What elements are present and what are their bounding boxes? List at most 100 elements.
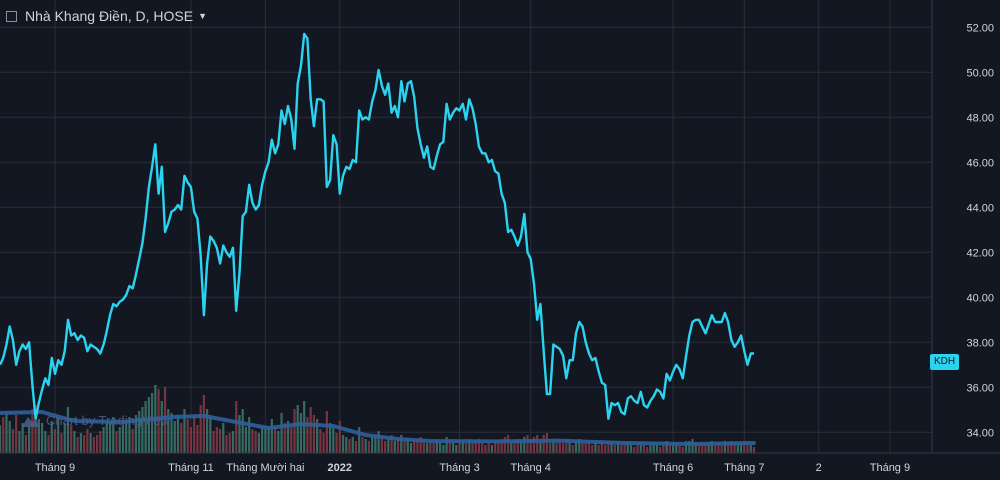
volume-bar: [283, 423, 286, 453]
volume-bar: [523, 437, 526, 453]
volume-bar: [160, 401, 163, 453]
x-tick-label: Tháng 9: [870, 462, 910, 474]
volume-bar: [451, 443, 455, 453]
volume-bar: [121, 425, 125, 453]
volume-bar: [649, 445, 652, 453]
volume-ma-line: [0, 410, 756, 446]
volume-bar: [704, 445, 707, 453]
volume-bar: [684, 441, 688, 453]
x-tick-label: Tháng 7: [724, 462, 764, 474]
volume-bar: [189, 427, 193, 453]
volume-bar: [455, 445, 458, 453]
volume-bar: [487, 443, 490, 453]
volume-bar: [387, 439, 390, 453]
volume-bar: [63, 423, 66, 453]
volume-bar: [89, 433, 92, 453]
tradingview-watermark: Chart by TradingView: [18, 413, 170, 428]
y-tick-label: 44.00: [966, 202, 994, 214]
volume-bar: [364, 439, 367, 453]
volume-bar: [380, 437, 383, 453]
volume-bar: [717, 443, 720, 453]
volume-bar: [206, 409, 209, 453]
volume-bar: [484, 445, 487, 453]
volume-bar: [47, 435, 50, 453]
volume-moving-average: [0, 410, 756, 446]
volume-bar: [170, 413, 173, 453]
volume-bar: [306, 417, 309, 453]
volume-bar: [652, 443, 655, 453]
x-tick-label: Tháng 4: [511, 462, 551, 474]
volume-bar: [571, 445, 574, 453]
volume-bar: [383, 441, 387, 453]
x-axis[interactable]: Tháng 9 Tháng 11 Tháng Mười hai 2022 Tháng 3…: [0, 452, 1000, 474]
volume-bar: [662, 445, 665, 453]
volume-bar: [70, 425, 73, 453]
volume-bar: [102, 427, 105, 453]
volume-bar: [536, 435, 539, 453]
volume-bar: [28, 427, 31, 453]
volume-bar: [8, 421, 11, 453]
volume-bar: [186, 419, 189, 453]
volume-bar: [199, 405, 202, 453]
volume-bar: [545, 433, 549, 453]
volume-bar: [532, 437, 536, 453]
volume-bar: [131, 429, 134, 453]
volume-bar: [552, 439, 555, 453]
volume-bar: [222, 423, 225, 453]
volume-bar: [293, 409, 296, 453]
volume-bar: [594, 443, 597, 453]
volume-bar: [432, 443, 435, 453]
volume-bar: [235, 401, 238, 453]
price-line: [0, 32, 754, 420]
volume-bar: [458, 443, 461, 453]
volume-bar: [225, 435, 228, 453]
volume-bar: [574, 441, 578, 453]
symbol-title[interactable]: Nhà Khang Điền, D, HOSE: [25, 8, 194, 24]
volume-bar: [18, 431, 21, 453]
volume-bar: [57, 417, 60, 453]
volume-bar: [409, 443, 413, 453]
volume-bar: [377, 431, 380, 453]
volume-bar: [167, 409, 170, 453]
volume-bar: [500, 439, 503, 453]
volume-bar: [328, 423, 332, 453]
volume-bar: [319, 429, 322, 453]
y-axis[interactable]: 34.00 36.00 38.00 40.00 42.00 44.00 46.00 48.00…: [931, 0, 994, 453]
volume-bar: [565, 439, 568, 453]
chart-header[interactable]: Nhà Khang Điền, D, HOSE ▼: [6, 8, 207, 24]
volume-bar: [494, 441, 497, 453]
volume-bar: [280, 413, 283, 453]
x-tick-label: Tháng 11: [168, 462, 214, 474]
y-tick-label: 36.00: [966, 382, 994, 394]
volume-bar: [416, 439, 419, 453]
x-tick-label: Tháng Mười hai: [226, 462, 304, 474]
volume-bar: [733, 443, 736, 453]
y-tick-label: 34.00: [966, 427, 994, 439]
volume-bar: [374, 435, 377, 453]
volume-bar: [607, 441, 610, 453]
volume-bar: [44, 431, 47, 453]
y-tick-label: 40.00: [966, 292, 994, 304]
volume-bar: [196, 425, 199, 453]
volume-bar: [516, 439, 519, 453]
volume-bar: [270, 419, 273, 453]
volume-bar: [578, 439, 581, 453]
volume-bar: [24, 435, 27, 453]
volume-bar: [503, 437, 506, 453]
volume-bar: [157, 389, 160, 453]
collapse-icon[interactable]: [6, 10, 17, 22]
volume-bar: [261, 425, 264, 453]
volume-bar: [231, 431, 235, 453]
volume-bar: [325, 411, 328, 453]
chevron-down-icon[interactable]: ▼: [198, 11, 208, 21]
cloud-icon: [22, 416, 39, 427]
volume-bar: [668, 445, 671, 453]
volume-bar: [471, 443, 474, 453]
volume-bar: [675, 443, 678, 453]
volume-bar: [448, 441, 451, 453]
volume-bar: [299, 413, 303, 453]
volume-bar: [613, 445, 616, 453]
volume-bar: [338, 421, 341, 453]
volume-bar: [723, 441, 726, 453]
